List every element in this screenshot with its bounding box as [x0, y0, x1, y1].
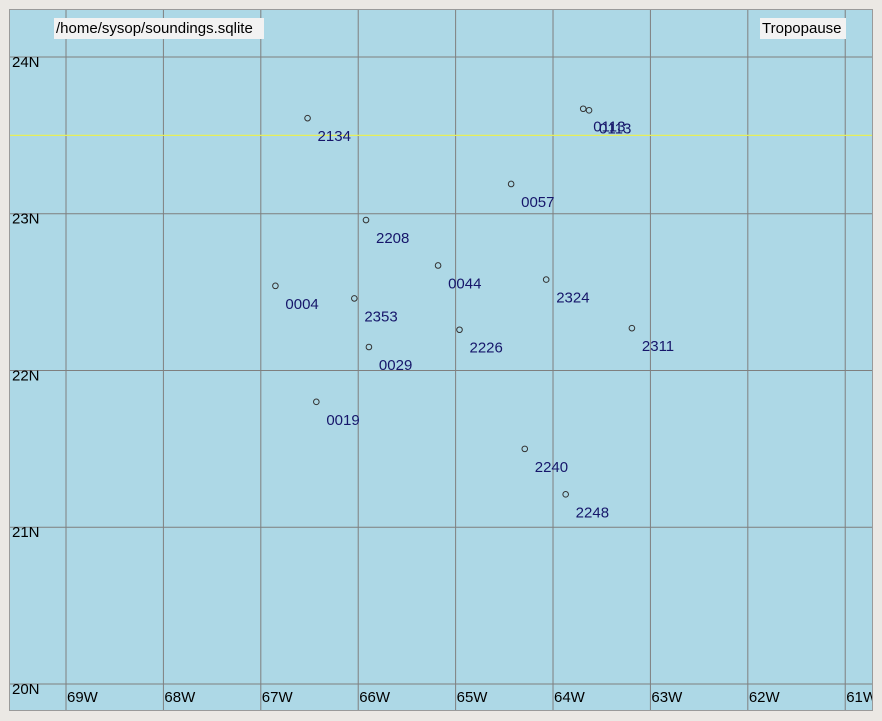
- subtitle: Tropopause: [762, 20, 842, 37]
- sounding-point: [562, 491, 569, 498]
- point-label: 0057: [521, 194, 554, 211]
- sounding-point: [585, 107, 593, 114]
- point-label: 0113: [593, 119, 625, 136]
- sounding-point: [362, 216, 370, 224]
- sounding-point: [272, 282, 279, 290]
- title-box: [54, 18, 264, 39]
- point-label: 2134: [318, 128, 351, 145]
- sounding-point: [365, 343, 373, 351]
- point-label: 2324: [556, 290, 589, 307]
- point-label: 2208: [376, 230, 409, 247]
- point-label: 2240: [535, 459, 568, 476]
- point-label: 2353: [364, 308, 397, 325]
- map: 69W 68W 67W 66W 65W 64W 63W 62W 61W 20N 21N 22N 23N 2…: [10, 10, 872, 710]
- sounding-point: [351, 295, 358, 302]
- x-tick-label: 63W: [651, 689, 683, 706]
- sounding-point: [579, 105, 587, 113]
- point-label: 0019: [326, 412, 359, 429]
- sounding-point: [542, 276, 550, 283]
- sounding-point: [434, 262, 442, 269]
- x-tick-label: 64W: [554, 689, 586, 706]
- x-tick-label: 61W: [846, 689, 872, 706]
- sounding-point: [521, 445, 529, 453]
- x-tick-label: 66W: [359, 689, 391, 706]
- point-label: 0004: [285, 296, 318, 313]
- y-tick-label: 21N: [12, 524, 40, 541]
- x-tick-label: 68W: [164, 689, 196, 706]
- x-tick-label: 67W: [262, 689, 294, 706]
- point-label: 2226: [470, 340, 503, 357]
- sounding-point: [507, 180, 515, 188]
- point-label: 0029: [379, 357, 412, 374]
- y-tick-label: 24N: [12, 54, 40, 71]
- sounding-point: [304, 114, 311, 122]
- sounding-point: [456, 326, 463, 334]
- y-tick-label: 20N: [12, 681, 40, 698]
- frame: [9, 9, 873, 711]
- y-tick-label: 22N: [12, 367, 40, 384]
- y-tick-label: 23N: [12, 211, 40, 228]
- point-label: 2248: [576, 504, 609, 521]
- point-label: 0113: [599, 120, 631, 137]
- map-background: [10, 10, 872, 710]
- sounding-point: [628, 324, 636, 332]
- title: /home/sysop/soundings.sqlite: [56, 20, 253, 37]
- x-tick-label: 69W: [67, 689, 99, 706]
- x-tick-label: 65W: [457, 689, 489, 706]
- point-label: 2311: [642, 338, 674, 355]
- sounding-point: [313, 398, 320, 406]
- subtitle-box: [760, 18, 846, 39]
- x-tick-label: 62W: [749, 689, 781, 706]
- point-label: 0044: [448, 275, 481, 292]
